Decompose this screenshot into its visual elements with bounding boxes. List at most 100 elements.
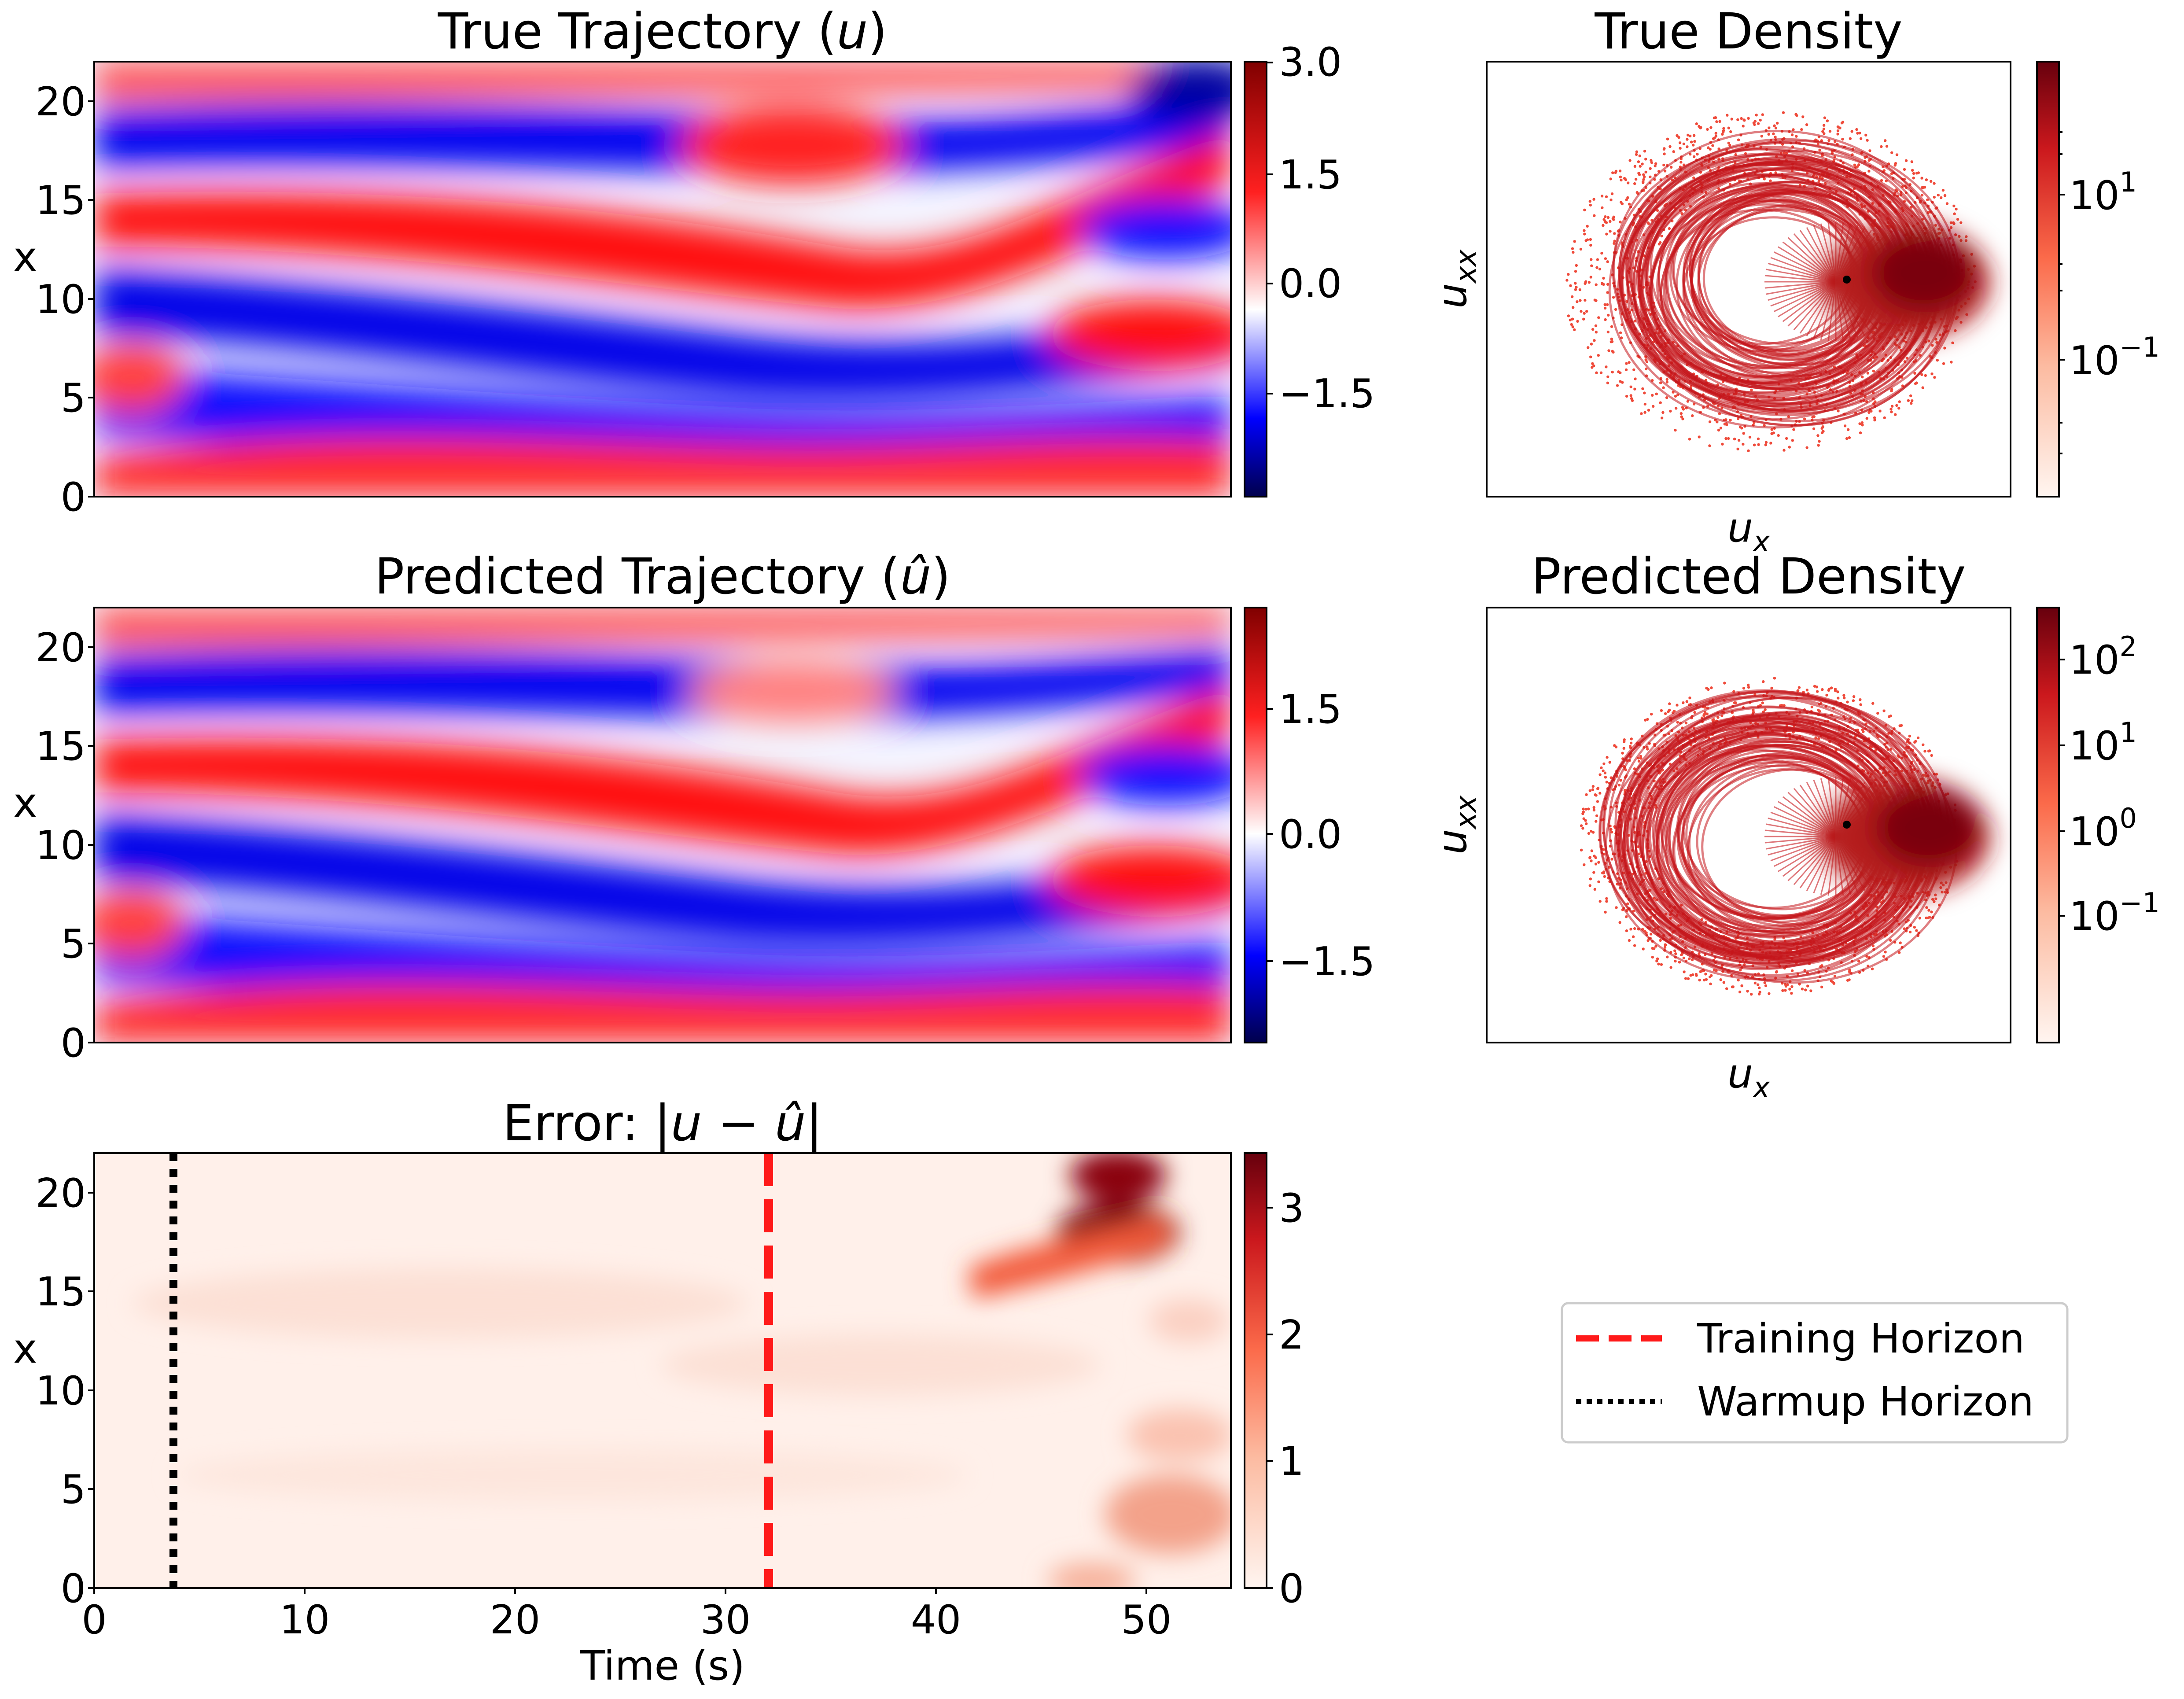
- density-point: [1621, 381, 1624, 384]
- density-point: [1790, 992, 1793, 995]
- density-point: [1925, 906, 1928, 909]
- density-point: [1659, 939, 1662, 942]
- density-point: [1810, 705, 1814, 708]
- density-point: [1752, 708, 1755, 711]
- density-point: [1727, 437, 1730, 440]
- density-point: [1841, 121, 1845, 124]
- density-point: [1727, 141, 1730, 145]
- cbar-tick: 10−1: [2069, 887, 2160, 940]
- density-point: [1684, 977, 1687, 980]
- density-point: [1682, 408, 1685, 411]
- density-point: [1598, 792, 1602, 795]
- density-point: [1611, 171, 1614, 174]
- density-point: [1750, 993, 1753, 996]
- density-point: [1619, 331, 1622, 335]
- density-point: [1698, 952, 1701, 955]
- density-point: [1586, 238, 1589, 241]
- density-point: [1590, 849, 1593, 852]
- density-point: [1806, 984, 1809, 988]
- density-point: [1590, 258, 1593, 261]
- density-point: [1836, 129, 1840, 133]
- density-point: [1850, 130, 1853, 133]
- density-point: [1722, 130, 1725, 134]
- density-point: [1768, 126, 1771, 129]
- density-point: [1764, 984, 1768, 988]
- density-point: [1662, 386, 1665, 389]
- density-point: [1581, 812, 1584, 815]
- density-point: [1922, 743, 1925, 746]
- density-point: [1575, 264, 1578, 267]
- density-point: [1690, 140, 1693, 144]
- density-point: [1647, 409, 1650, 412]
- density-point: [1589, 276, 1592, 279]
- density-point: [1591, 366, 1594, 369]
- density-point: [1871, 967, 1874, 970]
- density-point: [1609, 230, 1612, 233]
- density-point: [1943, 194, 1947, 197]
- density-point: [1742, 432, 1745, 435]
- predicted-density-title: Predicted Density: [1531, 548, 1966, 605]
- density-point: [1828, 130, 1832, 133]
- density-point: [1576, 300, 1579, 303]
- density-point: [1686, 400, 1690, 403]
- density-point: [1733, 701, 1736, 704]
- density-point: [1822, 127, 1826, 131]
- density-point: [1730, 118, 1733, 121]
- density-point: [1727, 126, 1731, 129]
- y-tick: 20: [35, 1170, 86, 1216]
- density-point: [1593, 299, 1596, 302]
- density-point: [1649, 167, 1652, 170]
- density-point: [1662, 147, 1666, 151]
- density-point: [1729, 130, 1732, 133]
- legend: Training Horizon Warmup Horizon: [1561, 1302, 2069, 1444]
- density-point: [1576, 320, 1579, 323]
- y-tick: 5: [61, 1467, 86, 1513]
- density-point: [1797, 686, 1801, 689]
- density-point: [1781, 989, 1784, 992]
- predicted-trajectory-colorbar-ticks: 1.5 0.0 −1.5: [1279, 686, 1375, 985]
- density-point: [1650, 161, 1654, 164]
- density-point: [1759, 118, 1762, 122]
- density-point: [1773, 124, 1776, 127]
- density-point: [1606, 375, 1609, 379]
- density-point: [1676, 721, 1679, 724]
- density-point: [1678, 141, 1682, 144]
- density-point: [1567, 314, 1570, 317]
- density-point: [1603, 306, 1607, 310]
- density-point: [1674, 959, 1677, 963]
- density-point: [1866, 139, 1869, 142]
- density-point: [1686, 138, 1689, 141]
- density-point: [1578, 288, 1582, 291]
- density-point: [1583, 232, 1586, 236]
- density-point: [1930, 372, 1934, 376]
- density-point: [1792, 128, 1795, 131]
- cbar-tick: 1.5: [1279, 152, 1342, 198]
- density-point: [1587, 281, 1591, 284]
- density-point: [1679, 147, 1682, 150]
- density-point: [1633, 944, 1636, 947]
- density-point: [1617, 784, 1621, 787]
- predicted-density-colorbar-marks: [2059, 659, 2065, 917]
- density-point: [1606, 303, 1609, 306]
- density-point: [1895, 404, 1898, 407]
- density-point: [1809, 989, 1812, 992]
- density-point: [1590, 264, 1593, 267]
- error-xlabel: Time (s): [580, 1642, 745, 1689]
- density-point: [1603, 875, 1606, 878]
- cbar-tick: 3: [1279, 1185, 1304, 1231]
- density-point: [1688, 957, 1691, 960]
- density-point: [1663, 946, 1667, 949]
- density-point: [1795, 135, 1798, 138]
- density-point: [1912, 177, 1915, 180]
- density-point: [1710, 974, 1713, 977]
- density-point: [1666, 955, 1669, 958]
- density-point: [1770, 428, 1773, 431]
- density-point: [1920, 373, 1923, 376]
- cbar-tick: 0.0: [1279, 811, 1342, 858]
- density-point: [1848, 969, 1851, 972]
- density-point: [1609, 220, 1612, 223]
- density-point: [1722, 981, 1725, 984]
- density-point: [1604, 215, 1607, 218]
- density-point: [1591, 831, 1595, 834]
- cbar-tick: 100: [2069, 802, 2137, 855]
